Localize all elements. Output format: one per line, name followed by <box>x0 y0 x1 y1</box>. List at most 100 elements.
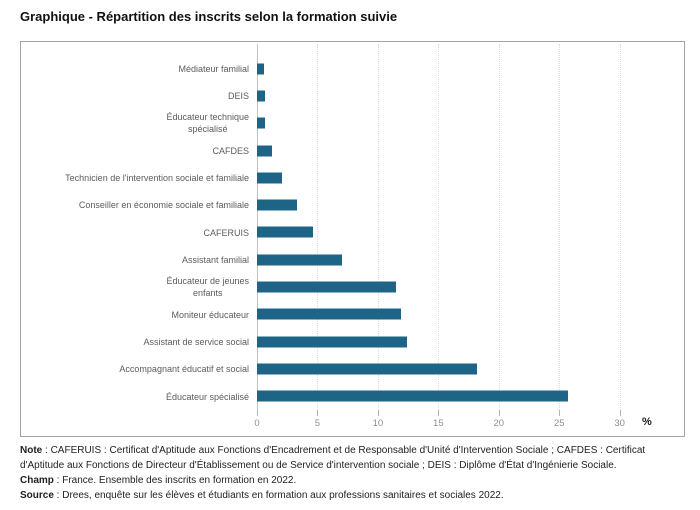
bar <box>257 390 568 402</box>
bar-row: CAFERUIS <box>21 219 684 246</box>
category-label: CAFERUIS <box>21 226 257 239</box>
category-label-text: Médiateur familial <box>178 63 249 74</box>
page-title: Graphique - Répartition des inscrits sel… <box>20 9 398 24</box>
category-label-text: Assistant familial <box>181 255 249 266</box>
axis-tick <box>377 410 379 416</box>
bar <box>257 117 266 129</box>
note-line: Note : CAFERUIS : Certificat d'Aptitude … <box>20 443 684 473</box>
gridline <box>317 44 319 410</box>
gridline <box>498 44 500 410</box>
note-label: Note <box>20 445 43 456</box>
bar-row: DEIS <box>21 82 684 109</box>
axis-tick <box>559 410 561 416</box>
category-label-text: CAFDES <box>212 145 249 156</box>
bar-row: Médiateur familial <box>21 55 684 82</box>
bar-row: Éducateur spécialisé <box>21 383 684 410</box>
category-label-text: Technicien de l'intervention sociale et … <box>65 173 249 184</box>
gridline <box>559 44 561 410</box>
bar-zone <box>257 219 684 246</box>
bar <box>257 281 397 293</box>
category-label-text: Éducateur spécialisé <box>165 391 249 402</box>
bar-row: Moniteur éducateur <box>21 301 684 328</box>
bar-zone <box>257 191 684 218</box>
category-label: Moniteur éducateur <box>21 308 257 321</box>
source-line: Source : Drees, enquête sur les élèves e… <box>20 488 684 503</box>
gridline <box>619 44 621 410</box>
bar-zone <box>257 246 684 273</box>
axis-tick-label: 30 <box>614 418 625 429</box>
bar <box>257 336 407 348</box>
bar <box>257 226 313 238</box>
axis-tick-label: 20 <box>493 418 505 429</box>
axis-tick-label: 0 <box>254 418 260 429</box>
category-label: Assistant familial <box>21 253 257 266</box>
category-label: Accompagnant éducatif et social <box>21 363 257 376</box>
category-label-text: DEIS <box>227 91 249 102</box>
x-axis-unit-label: % <box>642 416 652 428</box>
bar-zone <box>257 273 684 300</box>
bar-zone <box>257 137 684 164</box>
champ-text: : France. Ensemble des inscrits en forma… <box>53 475 297 486</box>
axis-tick <box>317 410 319 416</box>
bar-row: Accompagnant éducatif et social <box>21 355 684 382</box>
axis-tick-label: 25 <box>553 418 565 429</box>
bar <box>257 172 283 184</box>
category-label: Éducateur technique spécialisé <box>21 111 257 135</box>
bar-zone <box>257 301 684 328</box>
bar <box>257 308 401 320</box>
bar-zone <box>257 82 684 109</box>
chart-frame: % 0 5 10 15 20 25 30 Médiateur familial DEIS Édu… <box>20 41 685 437</box>
bar-row: Assistant de service social <box>21 328 684 355</box>
bar <box>257 63 265 75</box>
category-label-text: Éducateur technique spécialisé <box>166 112 249 135</box>
category-label: Médiateur familial <box>21 62 257 75</box>
axis-tick-label: 5 <box>314 418 321 429</box>
category-label: Conseiller en économie sociale et famili… <box>21 199 257 212</box>
bar-row: Technicien de l'intervention sociale et … <box>21 164 684 191</box>
footer-notes: Note : CAFERUIS : Certificat d'Aptitude … <box>20 443 684 503</box>
axis-tick <box>257 410 258 416</box>
bar-row: Éducateur technique spécialisé <box>21 110 684 137</box>
gridline <box>377 44 379 410</box>
category-label: CAFDES <box>21 144 257 157</box>
axis-tick <box>438 410 440 416</box>
bar-zone <box>257 328 684 355</box>
axis-tick <box>498 410 500 416</box>
bar-row: Éducateur de jeunes enfants <box>21 273 684 300</box>
bar-row: Conseiller en économie sociale et famili… <box>21 191 684 218</box>
bar <box>257 363 478 375</box>
bar-rows: Médiateur familial DEIS Éducateur techniqu… <box>21 55 684 410</box>
bar-zone <box>257 355 684 382</box>
source-text: : Drees, enquête sur les élèves et étudi… <box>53 490 504 501</box>
bar-zone <box>257 110 684 137</box>
axis-tick-label: 15 <box>433 418 444 429</box>
champ-label: Champ <box>20 475 54 486</box>
category-label-text: Éducateur de jeunes enfants <box>166 276 249 299</box>
category-label-text: Assistant de service social <box>143 336 249 347</box>
category-label-text: Accompagnant éducatif et social <box>119 364 249 375</box>
bar-row: CAFDES <box>21 137 684 164</box>
axis-tick <box>619 410 621 416</box>
category-label: Éducateur spécialisé <box>21 390 257 403</box>
category-label: Assistant de service social <box>21 335 257 348</box>
category-label-text: Moniteur éducateur <box>171 309 249 320</box>
axis-tick-label: 10 <box>372 418 384 429</box>
source-label: Source <box>20 490 54 501</box>
note-text: : CAFERUIS : Certificat d'Aptitude aux F… <box>20 445 646 471</box>
category-label-text: CAFERUIS <box>203 227 249 238</box>
gridline <box>438 44 440 410</box>
bar-row: Assistant familial <box>21 246 684 273</box>
category-label: Technicien de l'intervention sociale et … <box>21 172 257 185</box>
bar-zone <box>257 383 684 410</box>
bar-zone <box>257 164 684 191</box>
bar <box>257 145 272 157</box>
bar-zone <box>257 55 684 82</box>
bar <box>257 90 266 102</box>
category-label: Éducateur de jeunes enfants <box>21 275 257 299</box>
bar <box>257 199 297 211</box>
bar <box>257 254 342 266</box>
champ-line: Champ : France. Ensemble des inscrits en… <box>20 473 684 488</box>
category-label-text: Conseiller en économie sociale et famili… <box>78 200 249 211</box>
category-label: DEIS <box>21 90 257 103</box>
